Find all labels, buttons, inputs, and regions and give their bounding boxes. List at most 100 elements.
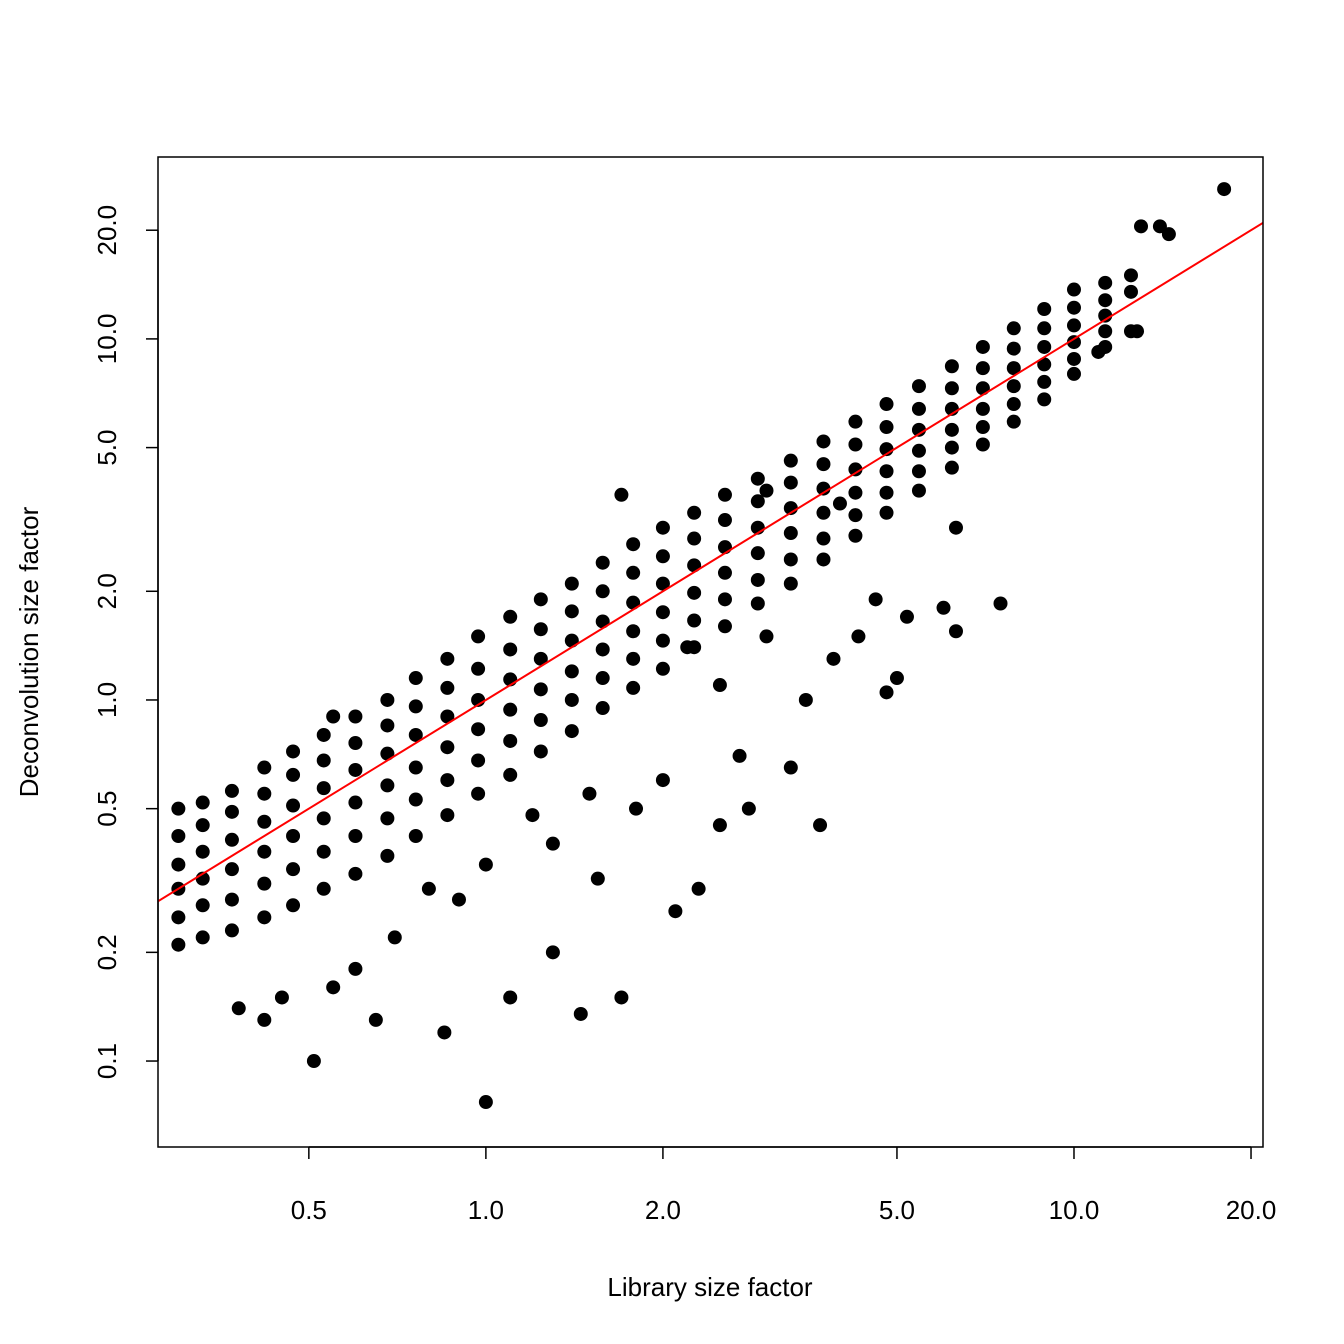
- point: [316, 753, 331, 768]
- point: [408, 829, 423, 844]
- point: [316, 844, 331, 859]
- point: [1217, 182, 1232, 197]
- point: [316, 781, 331, 796]
- point: [1066, 318, 1081, 333]
- point: [171, 829, 186, 844]
- x-axis-label: Library size factor: [607, 1272, 813, 1302]
- point: [832, 496, 847, 511]
- point: [525, 808, 540, 823]
- point: [224, 892, 239, 907]
- point: [879, 464, 894, 479]
- point: [614, 990, 629, 1005]
- point: [783, 576, 798, 591]
- point: [348, 762, 363, 777]
- point: [1098, 324, 1113, 339]
- y-tick-label: 0.2: [92, 934, 122, 970]
- point: [691, 881, 706, 896]
- y-tick-label: 2.0: [92, 573, 122, 609]
- point: [503, 990, 518, 1005]
- point: [783, 453, 798, 468]
- point: [1037, 357, 1052, 372]
- point: [408, 671, 423, 686]
- point: [948, 520, 963, 535]
- point: [1037, 321, 1052, 336]
- point: [687, 505, 702, 520]
- point: [595, 671, 610, 686]
- point: [503, 702, 518, 717]
- point: [717, 487, 732, 502]
- point: [257, 1012, 272, 1027]
- point: [195, 898, 210, 913]
- point: [545, 836, 560, 851]
- point: [750, 471, 765, 486]
- point: [286, 798, 301, 813]
- point: [545, 945, 560, 960]
- point: [195, 930, 210, 945]
- point: [286, 767, 301, 782]
- point: [1098, 275, 1113, 290]
- point: [224, 862, 239, 877]
- point: [380, 692, 395, 707]
- point: [936, 600, 951, 615]
- point: [783, 526, 798, 541]
- point: [286, 744, 301, 759]
- point: [471, 753, 486, 768]
- point: [274, 990, 289, 1005]
- point: [286, 829, 301, 844]
- point: [533, 713, 548, 728]
- point: [944, 422, 959, 437]
- point: [440, 740, 455, 755]
- point: [224, 804, 239, 819]
- point: [1006, 397, 1021, 412]
- point: [1006, 414, 1021, 429]
- point: [286, 898, 301, 913]
- point: [783, 552, 798, 567]
- point: [595, 701, 610, 716]
- point: [879, 397, 894, 412]
- point: [687, 613, 702, 628]
- point: [316, 727, 331, 742]
- point: [655, 633, 670, 648]
- point: [1037, 392, 1052, 407]
- point: [171, 857, 186, 872]
- point: [626, 651, 641, 666]
- point: [655, 605, 670, 620]
- point: [533, 744, 548, 759]
- point: [879, 505, 894, 520]
- point: [655, 549, 670, 564]
- point: [750, 572, 765, 587]
- point: [848, 528, 863, 543]
- point: [224, 923, 239, 938]
- point: [387, 930, 402, 945]
- point: [687, 531, 702, 546]
- point: [848, 414, 863, 429]
- point: [1130, 324, 1145, 339]
- point: [851, 629, 866, 644]
- point: [944, 440, 959, 455]
- point: [471, 786, 486, 801]
- point: [1006, 341, 1021, 356]
- point: [348, 795, 363, 810]
- point: [1066, 335, 1081, 350]
- point: [1066, 282, 1081, 297]
- point: [380, 778, 395, 793]
- point: [257, 844, 272, 859]
- point: [471, 722, 486, 737]
- x-tick-label: 0.5: [291, 1195, 327, 1225]
- point: [848, 437, 863, 452]
- point: [440, 680, 455, 695]
- point: [889, 671, 904, 686]
- point: [750, 494, 765, 509]
- point: [911, 464, 926, 479]
- point: [1037, 374, 1052, 389]
- point: [626, 565, 641, 580]
- point: [975, 437, 990, 452]
- y-tick-label: 1.0: [92, 682, 122, 718]
- point: [879, 420, 894, 435]
- point: [564, 664, 579, 679]
- point: [626, 537, 641, 552]
- point: [668, 904, 683, 919]
- point: [1006, 321, 1021, 336]
- point: [564, 724, 579, 739]
